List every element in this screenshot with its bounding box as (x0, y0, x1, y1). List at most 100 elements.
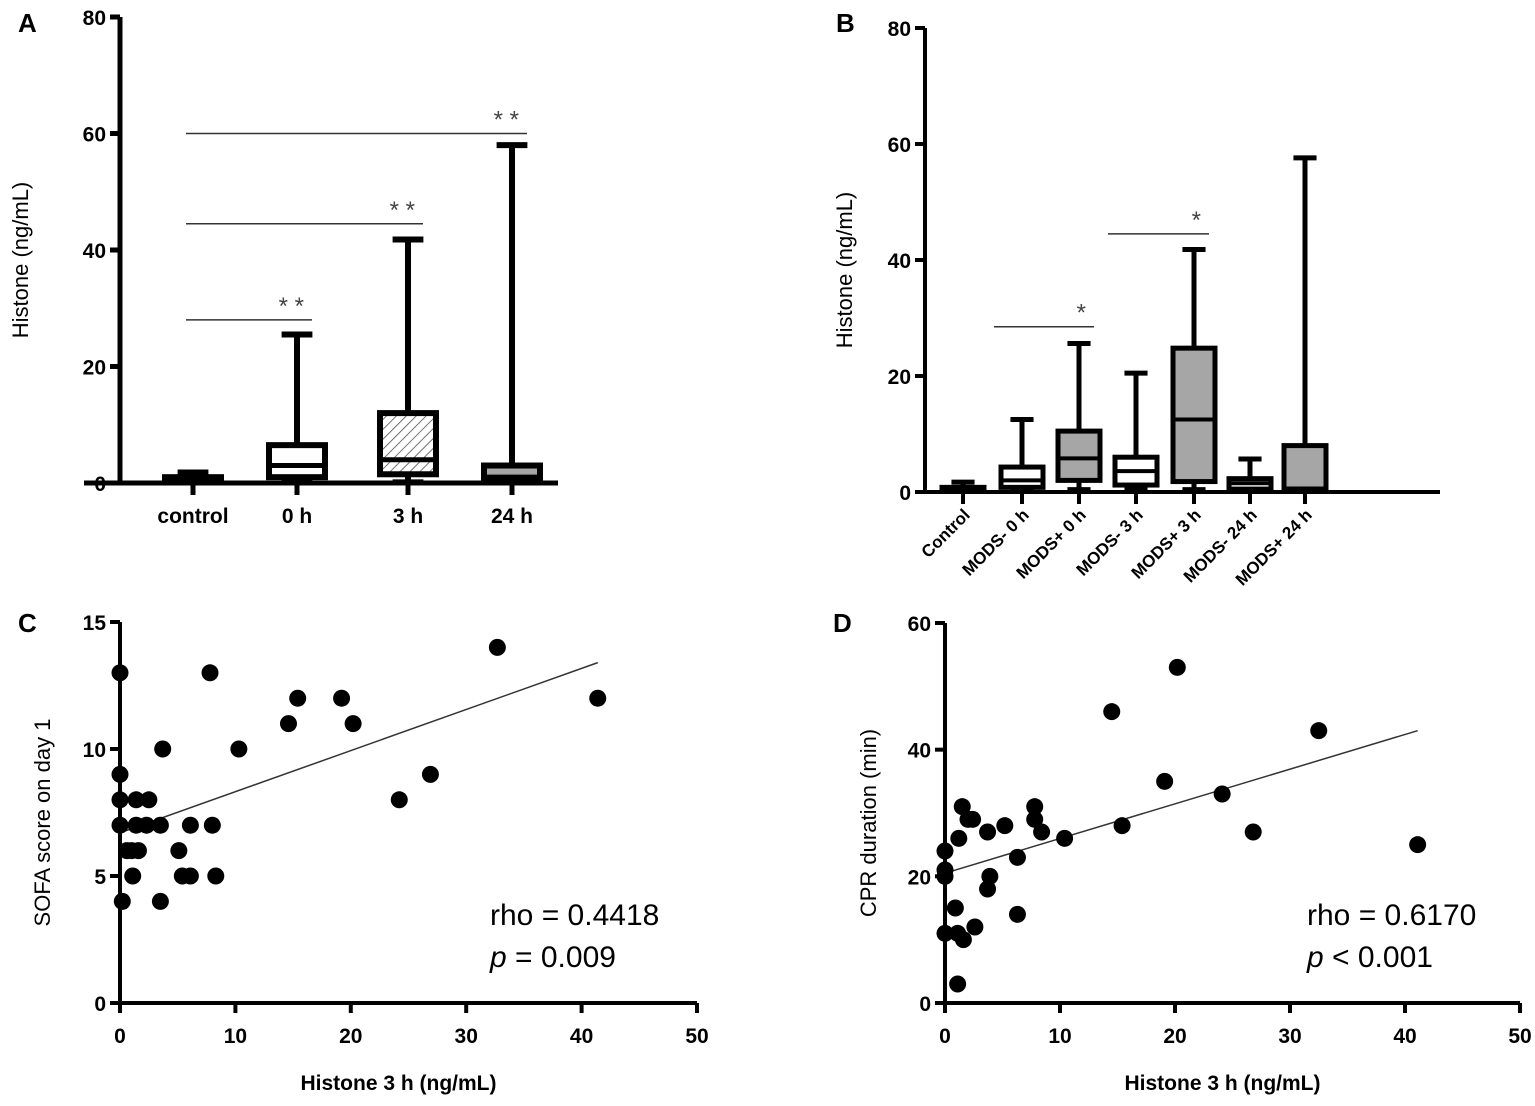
x-tick-label: 20 (1163, 1025, 1186, 1048)
y-tick-label: 20 (908, 866, 931, 889)
trend-line (944, 729, 1418, 874)
box (1281, 443, 1329, 492)
box (266, 442, 328, 481)
data-point (151, 892, 169, 910)
data-point (151, 816, 169, 834)
significance-label: * * (279, 293, 304, 320)
data-point (981, 867, 999, 885)
rho-annotation: rho = 0.6170 (1307, 899, 1476, 932)
panel-label: B (836, 8, 855, 38)
data-point (1156, 772, 1174, 790)
data-point (966, 918, 984, 936)
p-value-text: < 0.001 (1324, 941, 1433, 974)
x-tick-label: 20 (339, 1025, 362, 1048)
y-axis-label: Histone (ng/mL) (8, 182, 33, 339)
significance-label: * * (494, 107, 519, 134)
y-axis-label: Histone (ng/mL) (832, 192, 857, 349)
data-point (127, 791, 145, 809)
data-point (936, 842, 954, 860)
data-point (390, 791, 408, 809)
data-point (289, 689, 307, 707)
y-tick-label: 0 (94, 993, 106, 1016)
y-tick-label: 40 (83, 240, 106, 263)
box (998, 464, 1046, 490)
x-tick-label: 40 (1393, 1025, 1416, 1048)
data-point (207, 867, 225, 885)
trend-line (119, 661, 599, 834)
y-tick-label: 60 (908, 613, 931, 636)
data-point (979, 823, 997, 841)
box (1170, 345, 1218, 485)
x-tick-label: 24 h (491, 505, 533, 528)
data-point (954, 931, 972, 949)
data-point (111, 664, 129, 682)
data-point (1033, 823, 1051, 841)
data-point (946, 899, 964, 917)
x-tick-label: 0 (939, 1025, 951, 1048)
data-point (113, 892, 131, 910)
data-point (964, 810, 982, 828)
panel-label: A (18, 8, 37, 38)
x-tick-label: 10 (1048, 1025, 1071, 1048)
panel-label: C (18, 608, 37, 638)
x-tick-label: 50 (1508, 1025, 1531, 1048)
panel-a: A 0 20 40 60 80 Histone (ng/mL) control 0 h 3 h 24… (8, 7, 558, 528)
data-point (1168, 658, 1186, 676)
panel-c: C 0 5 10 15 0 10 20 30 40 50 Histone 3 h (ng/mL) SOF… (18, 608, 709, 1095)
data-point (1008, 848, 1026, 866)
data-point (203, 816, 221, 834)
data-point (936, 924, 954, 942)
data-point (949, 975, 967, 993)
panel-label: D (833, 608, 852, 638)
box (377, 410, 439, 478)
y-tick-label: 0 (919, 993, 931, 1016)
significance-label: * * (390, 197, 415, 224)
significance-label: * (1077, 300, 1086, 327)
y-tick-label: 20 (888, 366, 911, 389)
x-tick-label: 3 h (393, 505, 423, 528)
data-point (201, 664, 219, 682)
y-tick-label: 0 (899, 482, 911, 505)
y-tick-label: 5 (94, 866, 106, 889)
data-point (488, 638, 506, 656)
y-tick-label: 15 (83, 612, 107, 635)
data-point (138, 816, 156, 834)
x-tick-label: 50 (685, 1025, 708, 1048)
y-tick-label: 10 (83, 739, 106, 762)
y-tick-label: 0 (94, 473, 106, 496)
data-point (181, 816, 199, 834)
data-point (1310, 722, 1328, 740)
panel-d: D 0 20 40 60 0 10 20 30 40 50 Histone 3 h (ng/mL) CP… (833, 608, 1532, 1095)
p-value-annotation: p = 0.009 (489, 941, 616, 974)
y-tick-label: 40 (888, 250, 911, 273)
data-point (936, 867, 954, 885)
data-point (279, 715, 297, 733)
data-point (170, 842, 188, 860)
data-point (154, 740, 172, 758)
data-point (181, 867, 199, 885)
rho-annotation: rho = 0.4418 (490, 899, 659, 932)
y-tick-label: 60 (888, 134, 911, 157)
data-point (421, 765, 439, 783)
p-symbol: p (489, 941, 507, 974)
data-point (1103, 703, 1121, 721)
data-point (1244, 823, 1262, 841)
data-point (979, 880, 997, 898)
box (1055, 428, 1103, 483)
y-tick-label: 80 (83, 7, 106, 30)
p-value-annotation: p < 0.001 (1306, 941, 1433, 974)
data-point (230, 740, 248, 758)
data-point (589, 689, 607, 707)
data-point (953, 798, 971, 816)
y-tick-label: 40 (908, 740, 931, 763)
data-point (1026, 798, 1044, 816)
y-tick-label: 60 (83, 124, 106, 147)
data-point (111, 816, 129, 834)
data-point (996, 817, 1014, 835)
y-tick-label: 80 (888, 18, 911, 41)
x-tick-label: 0 (114, 1025, 126, 1048)
p-value-text: = 0.009 (507, 941, 616, 974)
data-point (1008, 905, 1026, 923)
data-point (111, 791, 129, 809)
